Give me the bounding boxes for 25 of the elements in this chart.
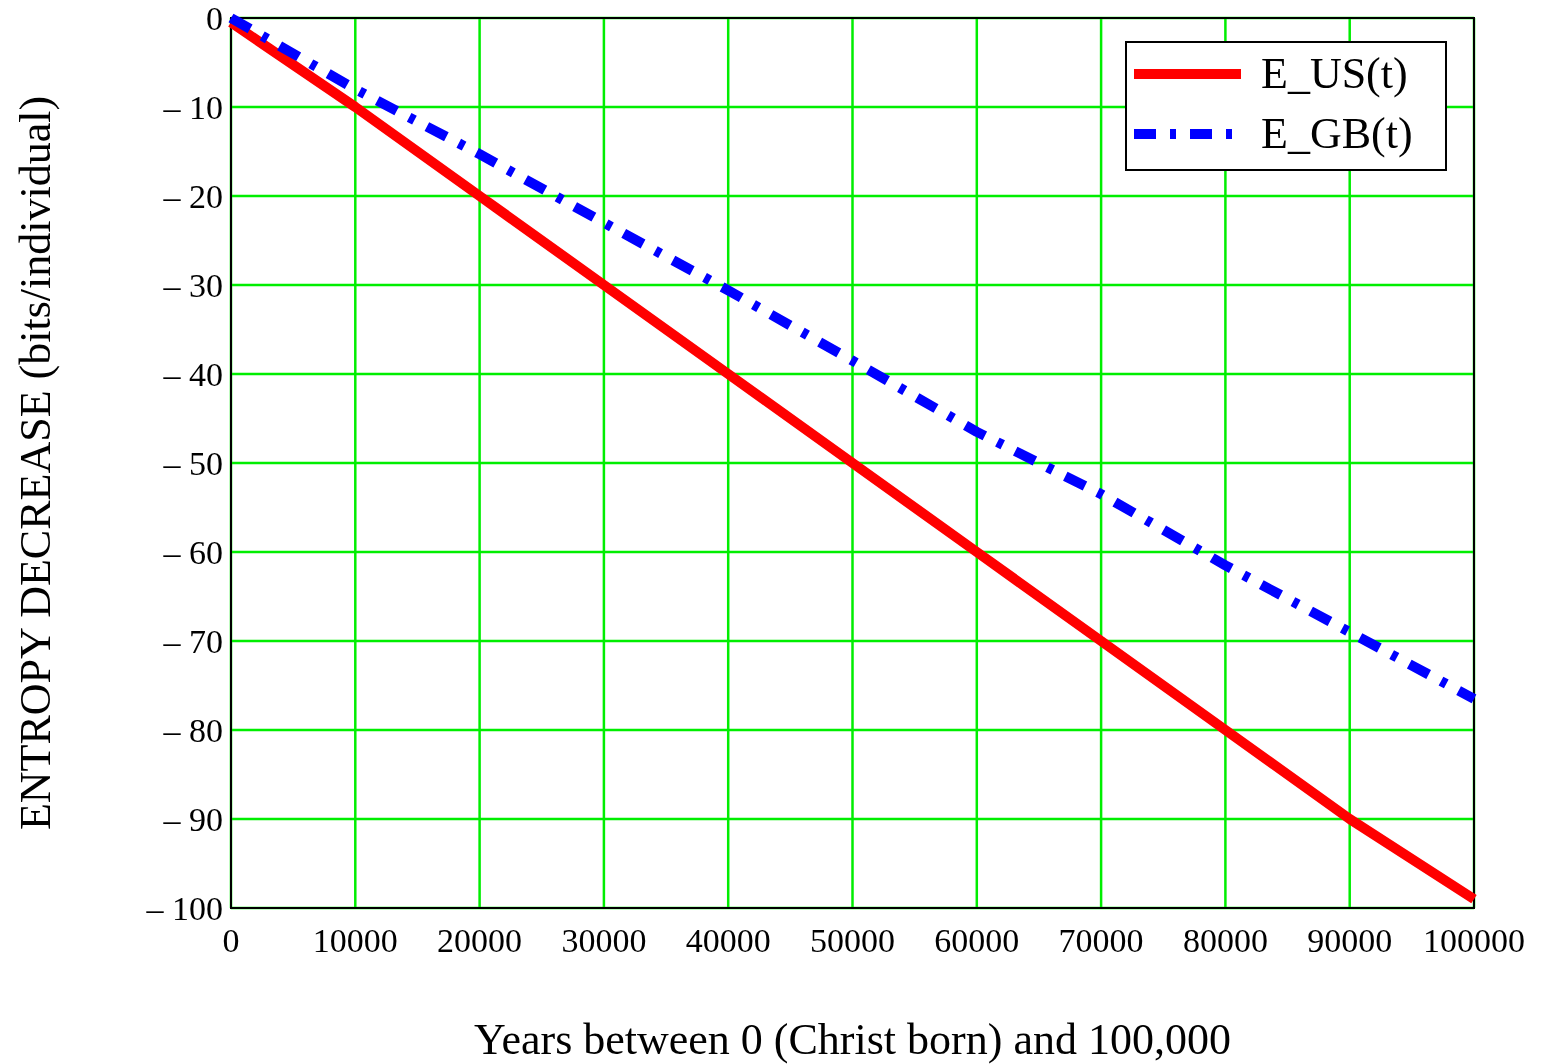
legend-label: E_GB(t) (1261, 109, 1413, 158)
x-tick-label: 100000 (1423, 922, 1525, 959)
y-tick-label: – 50 (162, 445, 223, 482)
x-tick-label: 80000 (1182, 922, 1268, 959)
y-tick-label: – 100 (145, 890, 223, 927)
x-tick-label: 50000 (810, 922, 895, 959)
x-tick-label: 30000 (561, 922, 647, 959)
y-tick-label: – 10 (162, 89, 223, 126)
x-tick-label: 40000 (685, 922, 771, 959)
x-tick-label: 60000 (934, 922, 1020, 959)
y-tick-label: – 60 (162, 534, 223, 571)
y-tick-label: – 40 (162, 356, 223, 393)
x-tick-label: 20000 (437, 922, 523, 959)
x-tick-label: 90000 (1307, 922, 1393, 959)
x-axis-title: Years between 0 (Christ born) and 100,000 (474, 1015, 1231, 1064)
y-axis-title: ENTROPY DECREASE (bits/individual) (11, 95, 60, 831)
y-tick-label: – 90 (162, 801, 223, 838)
y-tick-label: – 20 (162, 178, 223, 215)
x-tick-label: 10000 (312, 922, 398, 959)
y-tick-label: – 30 (162, 267, 223, 304)
x-tick-label: 70000 (1058, 922, 1144, 959)
y-tick-label: – 80 (162, 712, 223, 749)
legend-label: E_US(t) (1261, 49, 1408, 98)
y-tick-label: 0 (206, 0, 223, 37)
y-tick-label: – 70 (162, 623, 223, 660)
